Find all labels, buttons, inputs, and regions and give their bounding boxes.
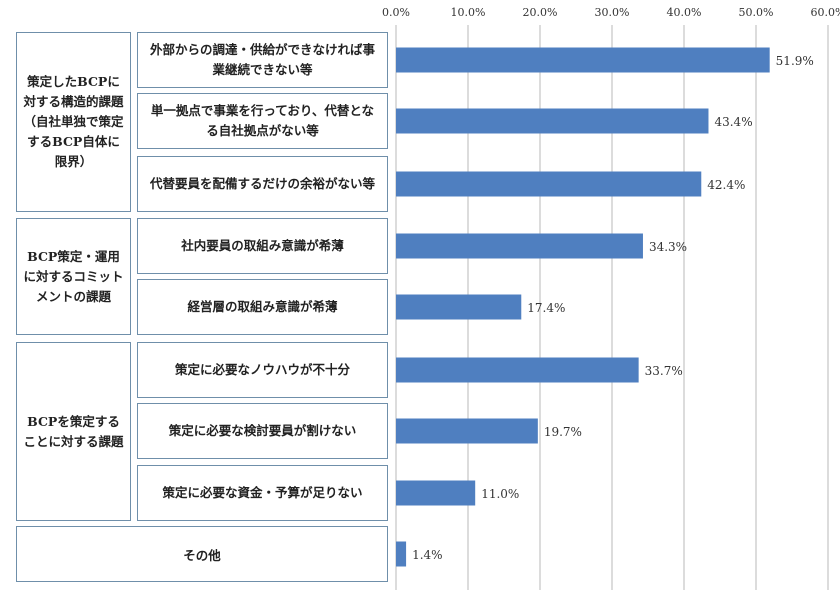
data-label: 11.0% (481, 487, 519, 501)
data-label: 17.4% (527, 301, 565, 315)
bar (396, 541, 407, 567)
data-label: 19.7% (544, 425, 582, 439)
bar (396, 171, 702, 197)
category-label: 単一拠点で事業を行っており、代替となる自社拠点がない等 (137, 93, 388, 149)
bar (396, 108, 709, 134)
category-label: 代替要員を配備するだけの余裕がない等 (137, 156, 388, 212)
data-label: 43.4% (714, 115, 752, 129)
data-label: 1.4% (412, 548, 443, 562)
category-label: 策定に必要な資金・予算が足りない (137, 465, 388, 521)
group-label: BCP策定・運用に対するコミットメントの課題 (16, 218, 131, 335)
data-label: 34.3% (649, 240, 687, 254)
bar (396, 357, 639, 383)
x-tick-label: 60.0% (811, 6, 840, 19)
category-label: 策定に必要なノウハウが不十分 (137, 342, 388, 398)
x-tick-label: 50.0% (739, 6, 774, 19)
bar (396, 47, 770, 73)
bar (396, 233, 643, 259)
x-tick-label: 30.0% (595, 6, 630, 19)
data-label: 33.7% (645, 364, 683, 378)
bar (396, 480, 476, 506)
group-label: 策定したBCPに対する構造的課題（自社単独で策定するBCP自体に限界） (16, 32, 131, 212)
category-label: その他 (16, 526, 388, 582)
bar (396, 418, 538, 444)
category-label: 経営層の取組み意識が希薄 (137, 279, 388, 335)
category-label: 外部からの調達・供給ができなければ事業継続できない等 (137, 32, 388, 88)
bar (396, 294, 522, 320)
category-label: 社内要員の取組み意識が希薄 (137, 218, 388, 274)
x-tick-label: 40.0% (667, 6, 702, 19)
group-label: BCPを策定することに対する課題 (16, 342, 131, 521)
data-label: 42.4% (707, 178, 745, 192)
category-label: 策定に必要な検討要員が割けない (137, 403, 388, 459)
x-tick-label: 10.0% (451, 6, 486, 19)
data-label: 51.9% (776, 54, 814, 68)
x-tick-label: 20.0% (523, 6, 558, 19)
x-tick-label: 0.0% (382, 6, 410, 19)
